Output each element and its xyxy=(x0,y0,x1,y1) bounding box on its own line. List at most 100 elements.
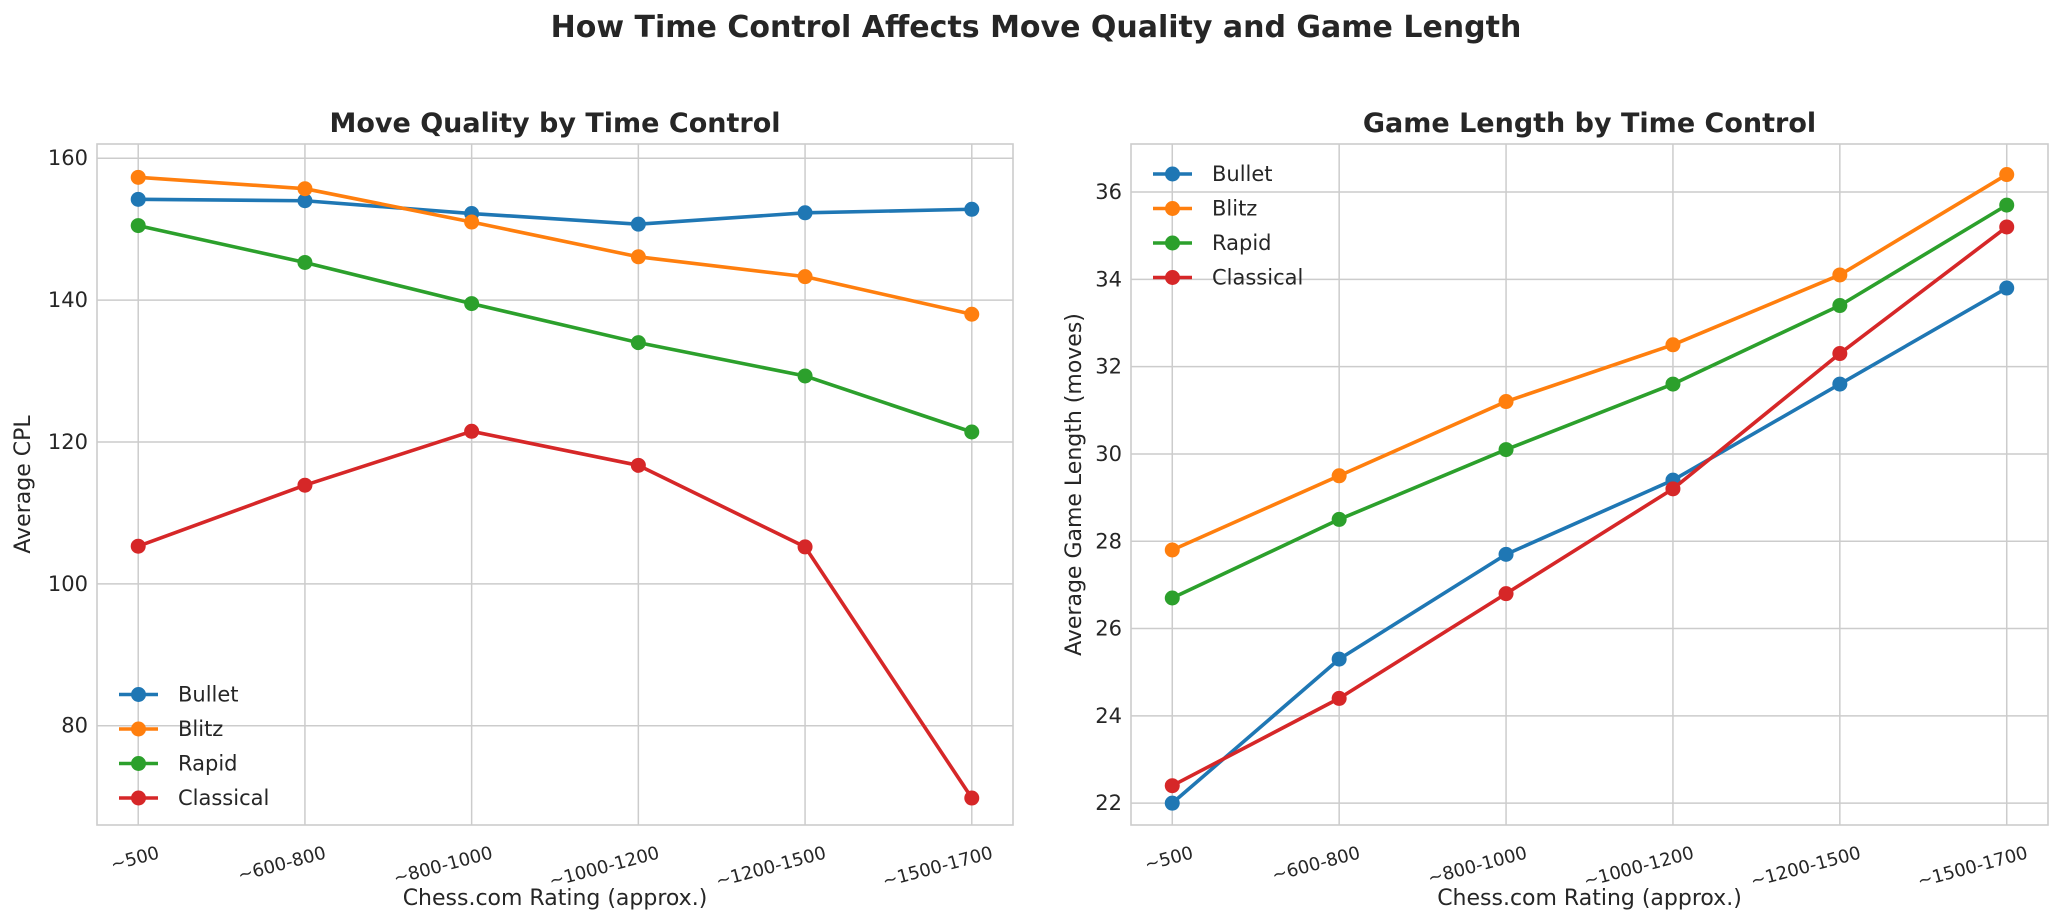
series-rapid xyxy=(130,218,980,440)
data-point xyxy=(464,423,480,439)
data-point xyxy=(797,205,813,221)
data-point xyxy=(1331,690,1347,706)
data-point xyxy=(1999,167,2015,183)
legend-label: Rapid xyxy=(178,752,238,776)
data-point xyxy=(797,269,813,285)
y-tick-label: 120 xyxy=(48,430,88,454)
y-axis-label: Average CPL xyxy=(11,415,36,554)
data-point xyxy=(1164,795,1180,811)
data-point xyxy=(630,335,646,351)
data-point xyxy=(1832,298,1848,314)
data-point xyxy=(1164,542,1180,558)
series-line xyxy=(136,429,974,800)
data-point xyxy=(1498,546,1514,562)
data-point xyxy=(297,254,313,270)
legend-label: Bullet xyxy=(178,683,239,707)
chart-title: Game Length by Time Control xyxy=(1363,108,1816,139)
data-point xyxy=(1832,376,1848,392)
legend: Bullet Blitz Rapid Classical xyxy=(1153,162,1303,290)
y-tick-label: 36 xyxy=(1095,180,1122,204)
data-point xyxy=(1999,280,2015,296)
legend-label: Blitz xyxy=(178,717,223,741)
data-point xyxy=(297,181,313,197)
data-point xyxy=(130,169,146,185)
data-point xyxy=(1331,511,1347,527)
data-point xyxy=(964,790,980,806)
y-tick-label: 80 xyxy=(61,714,88,738)
plot-frame xyxy=(96,143,1014,826)
legend-marker xyxy=(131,790,146,806)
game-length-chart: Game Length by Time Control Chess.com Ra… xyxy=(1062,108,2049,911)
data-point xyxy=(130,218,146,234)
data-point xyxy=(1665,481,1681,497)
data-point xyxy=(797,539,813,555)
data-point xyxy=(1331,468,1347,484)
data-point xyxy=(1164,590,1180,606)
data-point xyxy=(797,368,813,384)
y-tick-label: 32 xyxy=(1095,355,1122,379)
legend-marker xyxy=(1165,270,1180,285)
data-point xyxy=(464,214,480,230)
data-point xyxy=(964,201,980,217)
data-point xyxy=(630,457,646,473)
y-tick-label: 26 xyxy=(1095,617,1122,641)
y-tick-label: 34 xyxy=(1095,267,1122,291)
legend-marker xyxy=(1165,166,1180,182)
data-point xyxy=(964,306,980,322)
data-point xyxy=(1665,337,1681,353)
legend-marker xyxy=(131,756,146,771)
grid xyxy=(1131,144,2048,825)
data-point xyxy=(464,296,480,312)
y-axis-label: Average Game Length (moves) xyxy=(1062,313,1087,656)
x-axis-label: Chess.com Rating (approx.) xyxy=(403,886,708,911)
legend-label: Rapid xyxy=(1212,231,1272,255)
data-point xyxy=(1498,394,1514,410)
figure-title: How Time Control Affects Move Quality an… xyxy=(551,10,1522,45)
data-point xyxy=(297,477,313,493)
y-tick-label: 160 xyxy=(48,146,88,170)
x-axis-label: Chess.com Rating (approx.) xyxy=(1437,886,1742,911)
legend-marker xyxy=(1165,201,1180,216)
data-point xyxy=(1832,267,1848,283)
series-classical xyxy=(1164,219,2015,794)
legend-label: Classical xyxy=(1212,266,1303,290)
data-point xyxy=(1331,651,1347,667)
data-point xyxy=(1498,586,1514,602)
plot-frame xyxy=(1130,143,2049,826)
series-line xyxy=(1170,225,2009,788)
series-blitz xyxy=(130,169,980,322)
data-point xyxy=(130,538,146,554)
legend-label: Bullet xyxy=(1212,162,1273,186)
legend-marker xyxy=(1165,235,1180,251)
data-point xyxy=(1164,778,1180,794)
y-tick-label: 28 xyxy=(1095,529,1122,553)
data-point xyxy=(297,193,313,209)
data-point xyxy=(630,216,646,232)
series-line xyxy=(136,197,974,226)
legend-marker xyxy=(131,721,146,737)
series-bullet xyxy=(130,191,980,232)
series-line xyxy=(1170,203,2009,600)
data-point xyxy=(1832,346,1848,362)
series-rapid xyxy=(1164,197,2015,606)
y-tick-label: 140 xyxy=(48,288,88,312)
data-point xyxy=(1665,376,1681,392)
data-point xyxy=(1999,197,2015,213)
y-tick-label: 30 xyxy=(1095,442,1122,466)
y-tick-label: 24 xyxy=(1095,704,1122,728)
series-line xyxy=(1170,286,2009,805)
legend-marker xyxy=(131,687,146,702)
legend-label: Blitz xyxy=(1212,197,1257,221)
legend: Bullet Blitz Rapid Classical xyxy=(119,683,269,810)
series-line xyxy=(1170,172,2009,552)
series-classical xyxy=(130,423,980,806)
y-tick-label: 100 xyxy=(48,572,88,596)
y-tick-label: 22 xyxy=(1095,791,1122,815)
data-point xyxy=(964,424,980,440)
data-point xyxy=(1999,219,2015,235)
data-point xyxy=(130,191,146,207)
series-blitz xyxy=(1164,167,2015,558)
series-line xyxy=(136,223,974,434)
